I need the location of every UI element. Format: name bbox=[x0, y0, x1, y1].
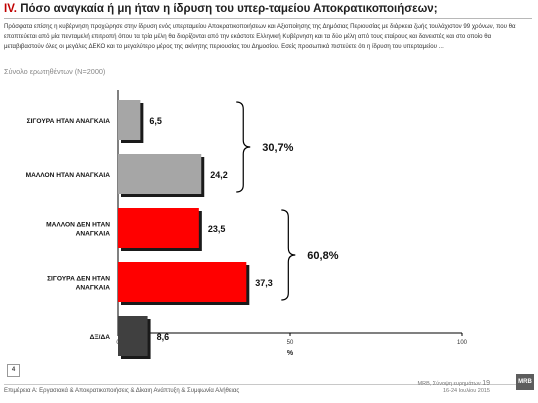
group-brace bbox=[281, 209, 296, 301]
group-total-label: 60,8% bbox=[307, 250, 338, 262]
source-line-2: 16-24 Ιουλίου 2015 bbox=[443, 388, 490, 394]
x-tick-label: 50 bbox=[287, 340, 294, 346]
footer-divider bbox=[4, 384, 532, 385]
category-label: ΜΑΛΛΟΝ ΗΤΑΝ ΑΝΑΓΚΑΙΑ bbox=[26, 172, 111, 179]
x-axis-label: % bbox=[287, 350, 294, 357]
bar bbox=[118, 154, 202, 194]
page-title: IV. Πόσο αναγκαία ή μη ήταν η ίδρυση του… bbox=[4, 3, 532, 15]
data-label: 37,3 bbox=[255, 278, 273, 288]
title-text: Πόσο αναγκαία ή μη ήταν η ίδρυση του υπε… bbox=[20, 3, 438, 15]
bar bbox=[118, 100, 141, 140]
source-note: MRB, Σύνοψη ευρημάτων 19 16-24 Ιουλίου 2… bbox=[418, 380, 490, 395]
category-label: ΣΙΓΟΥΡΑ ΗΤΑΝ ΑΝΑΓΚΑΙΑ bbox=[27, 118, 111, 125]
question-text: Πρόσφατα επίσης η κυβέρνηση προχώρησε στ… bbox=[4, 23, 516, 51]
section-number: IV. bbox=[4, 3, 18, 15]
footer-text: Επιμέρεια Α: Εργασιακά & Αποκρατικοποιήσ… bbox=[4, 388, 240, 394]
group-brace bbox=[236, 101, 251, 193]
category-label: ΣΙΓΟΥΡΑ ΔΕΝ ΗΤΑΝ ΑΝΑΓΚΑΙΑ bbox=[47, 276, 110, 292]
x-tick-label: 100 bbox=[457, 340, 468, 346]
mrb-logo: MRB bbox=[516, 374, 534, 390]
data-label: 8,6 bbox=[157, 332, 170, 342]
data-label: 6,5 bbox=[149, 116, 162, 126]
source-line-1: MRB, Σύνοψη ευρημάτων bbox=[417, 381, 481, 387]
bar bbox=[118, 316, 148, 356]
title-divider bbox=[4, 18, 532, 19]
bar bbox=[118, 208, 199, 248]
category-label: ΜΑΛΛΟΝ ΔΕΝ ΗΤΑΝ ΑΝΑΓΚΑΙΑ bbox=[46, 222, 110, 238]
sample-note: Σύνολο ερωτηθέντων (N=2000) bbox=[4, 67, 106, 76]
data-label: 23,5 bbox=[208, 224, 226, 234]
source-page-number: 19 bbox=[482, 380, 490, 387]
data-label: 24,2 bbox=[210, 170, 228, 180]
page-number: 4 bbox=[7, 364, 20, 377]
bar bbox=[118, 262, 247, 302]
category-label: ΔΞ/ΔΑ bbox=[90, 334, 111, 341]
group-total-label: 30,7% bbox=[262, 142, 293, 154]
